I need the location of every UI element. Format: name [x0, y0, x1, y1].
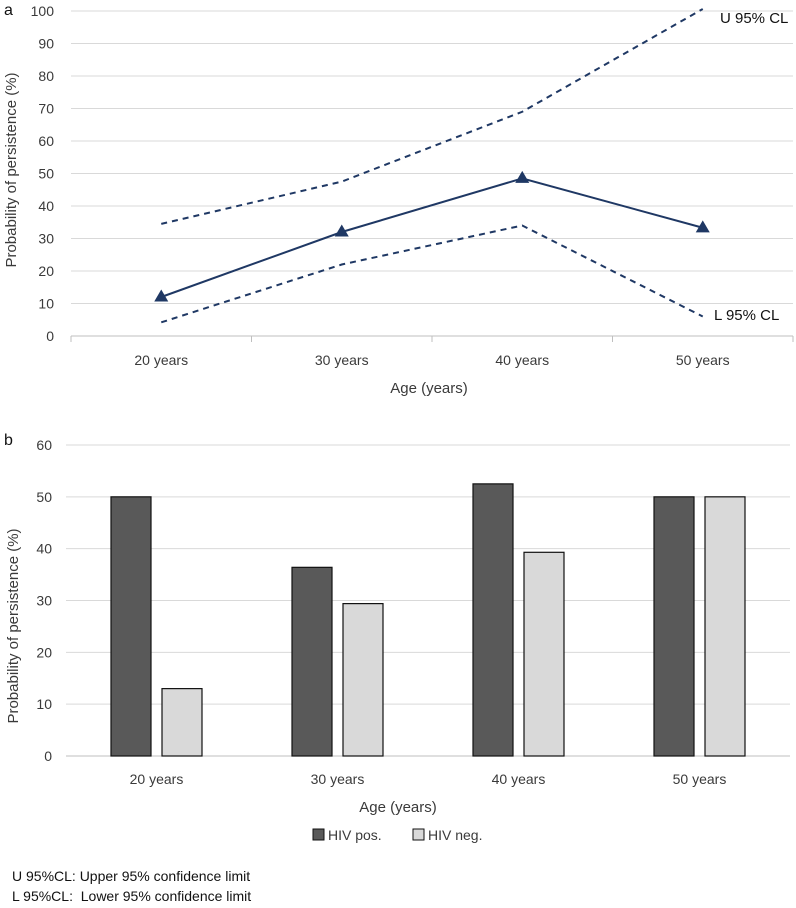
x-tick-label: 30 years [315, 352, 369, 368]
bar-hiv-pos [653, 496, 695, 757]
panel-b-y-ticks: 0 10 20 30 40 50 60 [36, 437, 52, 764]
x-tick-label: 50 years [676, 352, 730, 368]
legend-label-hiv-pos: HIV pos. [328, 827, 382, 843]
x-tick-label: 40 years [492, 771, 546, 787]
panel-a-line-chart: a 0 10 20 30 40 50 60 70 80 90 100 20 years 30 year… [3, 2, 794, 397]
bar-hiv-pos [291, 566, 333, 757]
y-tick-label: 60 [38, 133, 54, 149]
x-tick-label: 40 years [495, 352, 549, 368]
lower-cl-line [160, 224, 704, 324]
panel-b-legend: HIV pos. HIV neg. [312, 827, 482, 843]
y-tick-label: 20 [36, 644, 52, 660]
y-tick-label: 80 [38, 68, 54, 84]
probability-line [160, 177, 704, 298]
lower-cl-label: L 95% CL [714, 307, 779, 324]
bar-hiv-neg [342, 603, 384, 757]
footnote-upper: U 95%CL: Upper 95% confidence limit [12, 868, 251, 884]
y-tick-label: 20 [38, 263, 54, 279]
y-tick-label: 90 [38, 36, 54, 52]
panel-a-series [154, 8, 710, 324]
panel-a-y-ticks: 0 10 20 30 40 50 60 70 80 90 100 [31, 3, 55, 344]
panel-b-bars [110, 483, 746, 757]
y-tick-label: 0 [46, 328, 54, 344]
panel-a-x-axis: 20 years 30 years 40 years 50 years [70, 335, 794, 368]
bar-hiv-neg [161, 688, 203, 757]
y-tick-label: 50 [36, 489, 52, 505]
panel-a-label: a [4, 2, 13, 19]
legend-swatch-hiv-pos [312, 828, 325, 841]
panel-b-y-axis-title: Probability of persistence (%) [5, 528, 22, 723]
panel-b-bar-chart: b 0 10 20 30 40 50 60 20 years 30 years 40 years… [4, 432, 790, 843]
triangle-marker [695, 220, 710, 233]
y-tick-label: 50 [38, 166, 54, 182]
y-tick-label: 40 [36, 541, 52, 557]
y-tick-label: 10 [38, 296, 54, 312]
panel-a-y-axis-title: Probability of persistence (%) [3, 72, 20, 267]
panel-a-gridlines [71, 10, 793, 304]
y-tick-label: 70 [38, 101, 54, 117]
legend-swatch-hiv-neg [412, 828, 425, 841]
triangle-marker [154, 289, 169, 302]
bar-hiv-neg [523, 551, 565, 757]
footnote-lower: L 95%CL: Lower 95% confidence limit [12, 888, 252, 904]
x-tick-label: 30 years [311, 771, 365, 787]
x-tick-label: 50 years [673, 771, 727, 787]
y-tick-label: 0 [44, 748, 52, 764]
bar-hiv-pos [110, 496, 152, 757]
x-tick-label: 20 years [134, 352, 188, 368]
bar-hiv-neg [704, 496, 746, 757]
y-tick-label: 10 [36, 696, 52, 712]
triangle-marker [515, 170, 530, 183]
y-tick-label: 60 [36, 437, 52, 453]
panel-b-x-axis: 20 years 30 years 40 years 50 years [130, 771, 727, 787]
panel-a-x-axis-title: Age (years) [390, 380, 468, 397]
x-tick-label: 20 years [130, 771, 184, 787]
triangle-marker [334, 224, 349, 237]
y-tick-label: 40 [38, 198, 54, 214]
y-tick-label: 100 [31, 3, 55, 19]
y-tick-label: 30 [36, 593, 52, 609]
upper-cl-line [161, 8, 704, 225]
panel-b-label: b [4, 432, 13, 449]
legend-label-hiv-neg: HIV neg. [428, 827, 482, 843]
y-tick-label: 30 [38, 231, 54, 247]
panel-b-x-axis-title: Age (years) [359, 799, 437, 816]
upper-cl-label: U 95% CL [720, 10, 788, 27]
bar-hiv-pos [472, 483, 514, 757]
